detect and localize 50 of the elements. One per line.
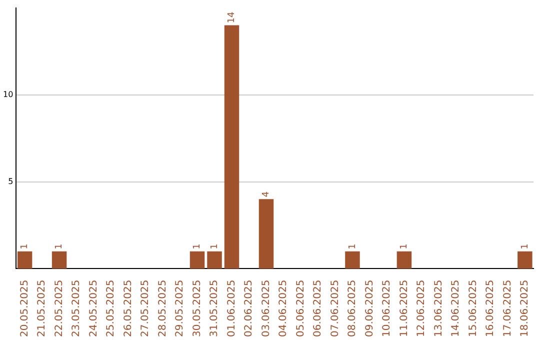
data-label: 4 xyxy=(262,191,272,198)
x-tick-label: 11.06.2025 xyxy=(398,280,410,338)
x-tick-label: 13.06.2025 xyxy=(433,280,444,338)
x-tick-label: 05.06.2025 xyxy=(295,280,306,338)
bar xyxy=(52,251,67,269)
bar xyxy=(190,251,205,269)
x-tick-label: 09.06.2025 xyxy=(364,280,376,338)
bar xyxy=(17,251,32,269)
data-label: 1 xyxy=(54,244,65,250)
x-tick-label: 24.05.2025 xyxy=(88,280,100,338)
x-tick-label: 20.05.2025 xyxy=(19,280,30,338)
x-tick-label: 07.06.2025 xyxy=(330,280,341,338)
x-tick-label: 17.06.2025 xyxy=(502,280,514,338)
data-label: 1 xyxy=(192,244,203,250)
x-tick-label: 18.06.2025 xyxy=(520,280,531,338)
data-label: 1 xyxy=(348,244,358,250)
x-tick-label: 03.06.2025 xyxy=(260,280,272,338)
x-tick-label: 08.06.2025 xyxy=(347,280,358,338)
x-tick-label: 02.06.2025 xyxy=(244,280,255,338)
x-tick-label: 26.05.2025 xyxy=(122,280,134,338)
x-tick-label: 04.06.2025 xyxy=(278,280,290,338)
x-tick-label: 30.05.2025 xyxy=(192,280,203,338)
x-tick-label: 22.05.2025 xyxy=(54,280,65,338)
data-label: 14 xyxy=(227,11,238,24)
x-tick-label: 16.06.2025 xyxy=(485,280,496,338)
x-tick-label: 12.06.2025 xyxy=(416,280,428,338)
x-tick-label: 14.06.2025 xyxy=(450,280,462,338)
bar xyxy=(396,251,412,269)
x-tick-label: 28.05.2025 xyxy=(157,280,168,338)
x-tick-label: 10.06.2025 xyxy=(382,280,393,338)
bar xyxy=(258,199,274,269)
y-tick-label: 10 xyxy=(2,90,14,99)
x-tick-label: 21.05.2025 xyxy=(36,280,48,338)
x-tick-label: 23.05.2025 xyxy=(71,280,82,338)
x-tick-label: 27.05.2025 xyxy=(140,280,152,338)
x-tick-label: 29.05.2025 xyxy=(174,280,186,338)
data-label: 1 xyxy=(20,244,30,250)
bar xyxy=(224,25,240,269)
x-tick-label: 25.05.2025 xyxy=(106,280,117,338)
x-tick-label: 06.06.2025 xyxy=(312,280,324,338)
data-label: 1 xyxy=(520,244,530,250)
bar xyxy=(207,251,222,269)
x-tick-label: 15.06.2025 xyxy=(468,280,479,338)
x-tick-label: 01.06.2025 xyxy=(226,280,238,338)
y-tick-label: 5 xyxy=(8,176,14,186)
data-label: 1 xyxy=(210,244,220,250)
bar xyxy=(518,251,532,269)
x-tick-label: 31.05.2025 xyxy=(209,280,220,338)
bar xyxy=(345,251,360,269)
data-label: 1 xyxy=(400,244,410,250)
